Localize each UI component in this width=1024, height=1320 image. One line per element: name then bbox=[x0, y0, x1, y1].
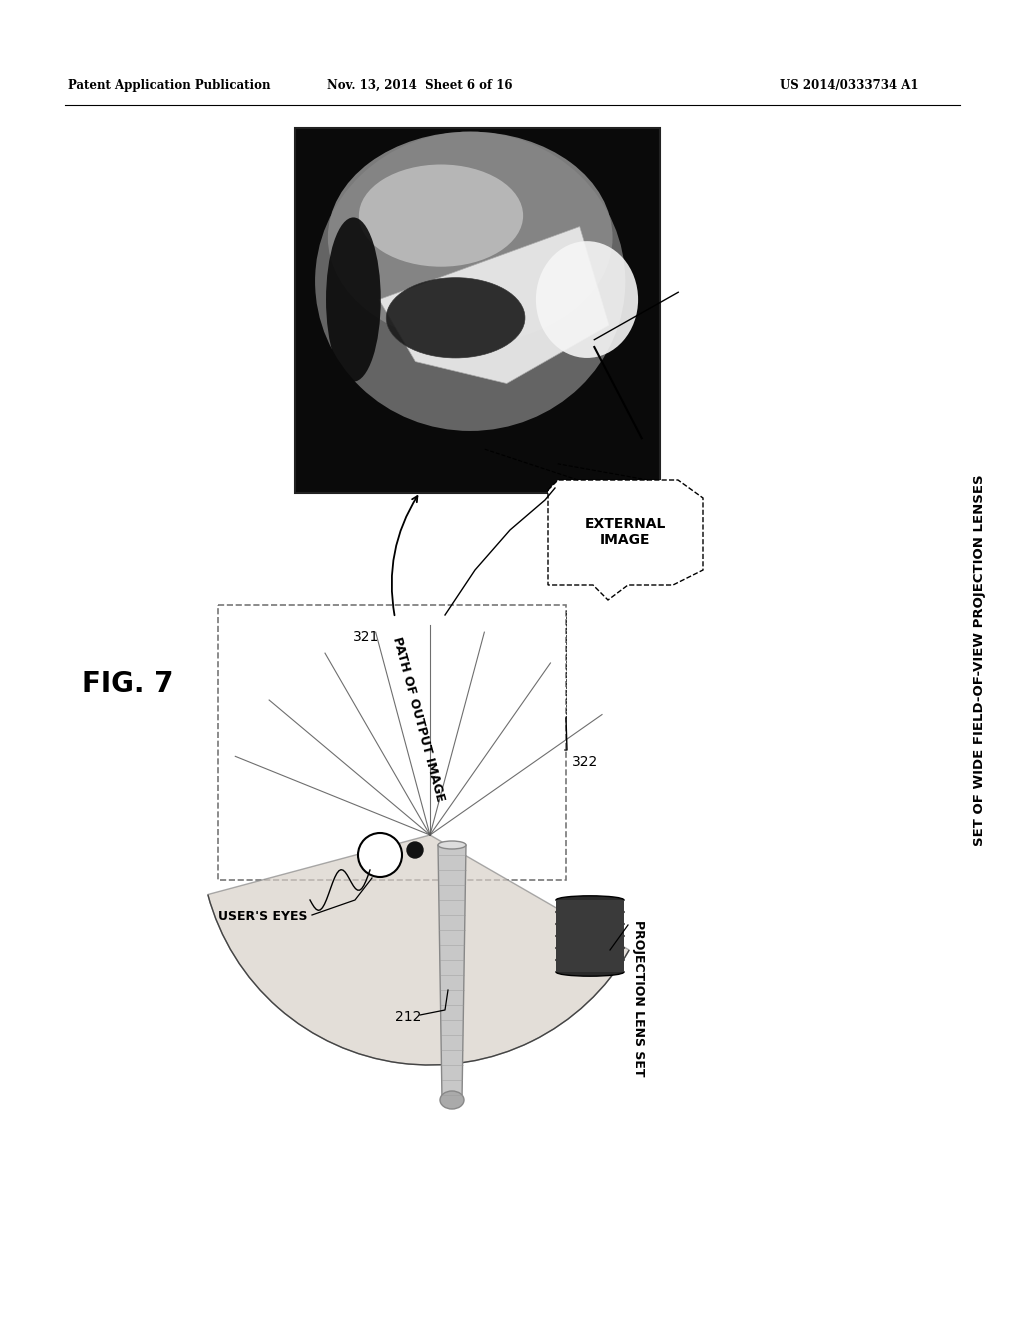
Ellipse shape bbox=[386, 277, 525, 358]
Ellipse shape bbox=[358, 165, 523, 267]
Text: PROJECTION LENS SET: PROJECTION LENS SET bbox=[632, 920, 645, 1077]
Circle shape bbox=[407, 842, 423, 858]
Text: PATH OF OUTPUT IMAGE: PATH OF OUTPUT IMAGE bbox=[390, 635, 446, 803]
Circle shape bbox=[358, 833, 402, 876]
Bar bbox=[218, 605, 566, 880]
Ellipse shape bbox=[326, 218, 381, 381]
Text: FIG. 7: FIG. 7 bbox=[82, 671, 173, 698]
Ellipse shape bbox=[438, 841, 466, 849]
Bar bbox=[556, 948, 624, 960]
Ellipse shape bbox=[556, 920, 624, 928]
Bar bbox=[556, 912, 624, 924]
Wedge shape bbox=[208, 836, 629, 1065]
Polygon shape bbox=[438, 845, 466, 1100]
Ellipse shape bbox=[556, 932, 624, 940]
Polygon shape bbox=[548, 480, 703, 601]
Text: USER'S EYES: USER'S EYES bbox=[218, 909, 307, 923]
Text: 212: 212 bbox=[395, 1010, 421, 1024]
Ellipse shape bbox=[315, 132, 626, 430]
Ellipse shape bbox=[556, 956, 624, 964]
Ellipse shape bbox=[556, 896, 624, 904]
Ellipse shape bbox=[440, 1092, 464, 1109]
Text: EXTERNAL
IMAGE: EXTERNAL IMAGE bbox=[585, 517, 666, 546]
Bar bbox=[556, 936, 624, 948]
Ellipse shape bbox=[556, 944, 624, 952]
Text: US 2014/0333734 A1: US 2014/0333734 A1 bbox=[780, 79, 919, 92]
Text: 321: 321 bbox=[353, 630, 379, 644]
Text: SET OF WIDE FIELD-OF-VIEW PROJECTION LENSES: SET OF WIDE FIELD-OF-VIEW PROJECTION LEN… bbox=[974, 474, 986, 846]
Bar bbox=[295, 128, 660, 492]
Bar bbox=[556, 924, 624, 936]
Ellipse shape bbox=[536, 242, 638, 358]
Bar bbox=[556, 960, 624, 972]
Polygon shape bbox=[379, 227, 609, 384]
Ellipse shape bbox=[556, 968, 624, 977]
Ellipse shape bbox=[328, 132, 612, 343]
Ellipse shape bbox=[556, 908, 624, 916]
Text: Nov. 13, 2014  Sheet 6 of 16: Nov. 13, 2014 Sheet 6 of 16 bbox=[328, 79, 513, 92]
Bar bbox=[556, 900, 624, 912]
Text: 322: 322 bbox=[572, 755, 598, 770]
Text: Patent Application Publication: Patent Application Publication bbox=[68, 79, 270, 92]
